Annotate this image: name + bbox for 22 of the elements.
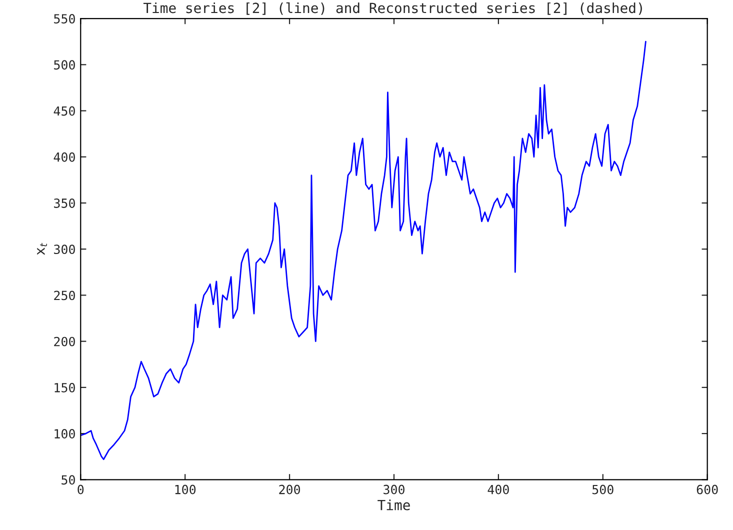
x-tick-label: 200 [279,484,300,494]
y-tick-label: 550 [54,14,75,24]
y-tick-label: 400 [54,152,75,162]
x-tick-label: 100 [175,484,196,494]
x-tick-label: 300 [384,484,404,494]
y-tick-label: 450 [54,106,75,116]
chart-title: Time series [2] (line) and Reconstructed series [2] (dashed) [143,2,642,15]
line-series [80,40,646,460]
x-tick-label: 0 [78,484,84,494]
y-tick-label: 200 [54,336,75,346]
y-tick-label: 50 [62,475,75,485]
y-tick-label: 100 [54,429,75,438]
y-tick-label: 300 [54,244,75,254]
y-tick-label: 150 [54,382,75,392]
y-tick-label: 250 [54,290,75,300]
y-tick-label: 500 [54,60,75,70]
y-tick-label: 350 [54,198,75,208]
x-tick-label: 600 [696,484,718,494]
x-tick-label: 400 [488,484,509,494]
x-axis-title: Time [378,500,410,510]
y-axis-title: x$_{t}$ [37,242,47,255]
x-tick-label: 500 [592,484,614,494]
